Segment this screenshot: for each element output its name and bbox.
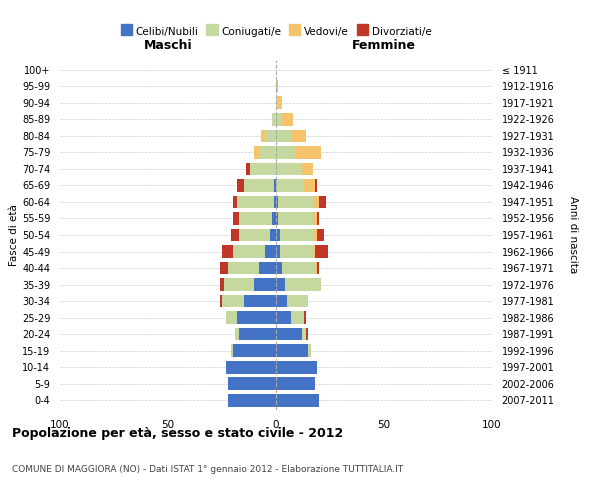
Bar: [274, 196, 276, 208]
Bar: [313, 228, 317, 241]
Bar: [302, 162, 313, 175]
Bar: [244, 179, 274, 192]
Bar: [276, 162, 302, 175]
Bar: [276, 278, 284, 291]
Bar: [229, 262, 259, 274]
Bar: [229, 394, 276, 406]
Bar: [319, 196, 326, 208]
Bar: [278, 196, 313, 208]
Bar: [276, 96, 278, 110]
Bar: [272, 113, 276, 126]
Bar: [276, 328, 302, 340]
Bar: [280, 228, 313, 241]
Bar: [302, 328, 306, 340]
Bar: [233, 196, 237, 208]
Bar: [276, 212, 278, 225]
Bar: [230, 344, 233, 357]
Bar: [276, 113, 283, 126]
Bar: [244, 294, 276, 308]
Bar: [276, 146, 295, 159]
Bar: [250, 162, 276, 175]
Bar: [222, 294, 244, 308]
Bar: [220, 262, 229, 274]
Bar: [276, 311, 291, 324]
Bar: [246, 162, 250, 175]
Bar: [254, 278, 276, 291]
Bar: [233, 245, 265, 258]
Bar: [283, 113, 293, 126]
Text: COMUNE DI MAGGIORA (NO) - Dati ISTAT 1° gennaio 2012 - Elaborazione TUTTITALIA.I: COMUNE DI MAGGIORA (NO) - Dati ISTAT 1° …: [12, 465, 403, 474]
Bar: [226, 360, 276, 374]
Bar: [287, 294, 308, 308]
Y-axis label: Fasce di età: Fasce di età: [9, 204, 19, 266]
Bar: [278, 212, 313, 225]
Legend: Celibi/Nubili, Coniugati/e, Vedovi/e, Divorziati/e: Celibi/Nubili, Coniugati/e, Vedovi/e, Di…: [116, 23, 436, 42]
Text: Femmine: Femmine: [352, 38, 416, 52]
Bar: [265, 130, 276, 142]
Bar: [276, 360, 317, 374]
Bar: [229, 377, 276, 390]
Bar: [220, 294, 222, 308]
Bar: [233, 212, 239, 225]
Bar: [259, 262, 276, 274]
Bar: [276, 80, 278, 93]
Bar: [259, 146, 276, 159]
Bar: [317, 228, 323, 241]
Bar: [295, 146, 322, 159]
Bar: [222, 245, 233, 258]
Bar: [276, 294, 287, 308]
Bar: [220, 278, 224, 291]
Bar: [313, 196, 319, 208]
Bar: [276, 196, 278, 208]
Bar: [265, 245, 276, 258]
Bar: [315, 179, 317, 192]
Bar: [276, 179, 304, 192]
Bar: [315, 262, 317, 274]
Bar: [276, 130, 291, 142]
Bar: [313, 245, 315, 258]
Bar: [254, 146, 259, 159]
Bar: [306, 328, 308, 340]
Bar: [304, 179, 315, 192]
Bar: [272, 212, 276, 225]
Bar: [226, 311, 237, 324]
Bar: [291, 311, 304, 324]
Bar: [237, 311, 276, 324]
Bar: [276, 377, 315, 390]
Bar: [284, 278, 322, 291]
Text: Popolazione per età, sesso e stato civile - 2012: Popolazione per età, sesso e stato civil…: [12, 428, 343, 440]
Bar: [274, 179, 276, 192]
Bar: [261, 130, 265, 142]
Bar: [237, 196, 274, 208]
Bar: [291, 130, 306, 142]
Bar: [317, 262, 319, 274]
Bar: [224, 278, 254, 291]
Bar: [276, 245, 280, 258]
Bar: [304, 311, 306, 324]
Bar: [315, 245, 328, 258]
Bar: [230, 228, 239, 241]
Bar: [239, 328, 276, 340]
Bar: [278, 96, 283, 110]
Bar: [317, 212, 319, 225]
Bar: [313, 212, 317, 225]
Bar: [239, 228, 269, 241]
Bar: [308, 344, 311, 357]
Bar: [239, 212, 272, 225]
Y-axis label: Anni di nascita: Anni di nascita: [568, 196, 578, 274]
Text: Maschi: Maschi: [143, 38, 193, 52]
Bar: [237, 179, 244, 192]
Bar: [269, 228, 276, 241]
Bar: [276, 262, 283, 274]
Bar: [233, 344, 276, 357]
Bar: [280, 245, 313, 258]
Bar: [276, 228, 280, 241]
Bar: [276, 394, 319, 406]
Bar: [283, 262, 315, 274]
Bar: [235, 328, 239, 340]
Bar: [276, 344, 308, 357]
